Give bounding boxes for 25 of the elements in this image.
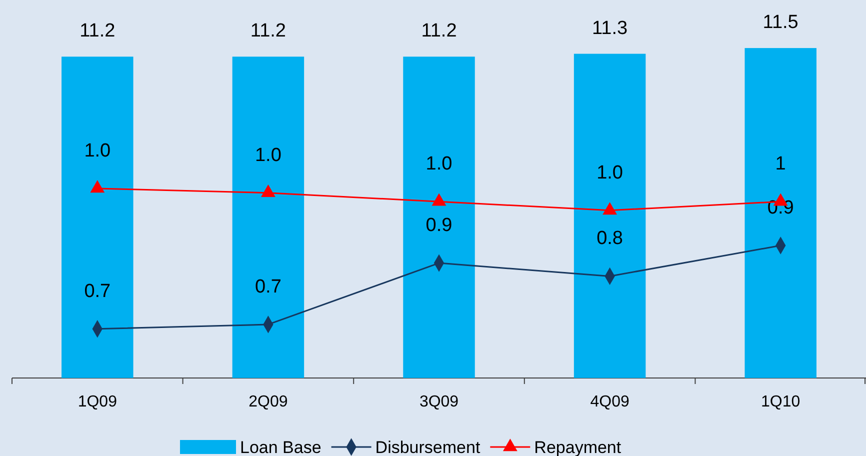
x-tick-label: 1Q10 — [761, 394, 800, 411]
x-tick-label: 3Q09 — [419, 394, 459, 411]
data-label: 11.5 — [762, 12, 798, 34]
data-label: 11.2 — [421, 20, 457, 42]
data-label: 0.7 — [84, 280, 111, 302]
data-label: 1.0 — [596, 162, 624, 184]
data-label: 11.2 — [250, 20, 286, 42]
data-label: 1 — [775, 154, 786, 175]
data-label: 1.0 — [254, 144, 282, 166]
data-label: 11.2 — [80, 20, 116, 42]
data-label: 0.7 — [254, 276, 282, 298]
x-tick-label: 4Q09 — [590, 394, 630, 411]
data-label: 1.0 — [84, 140, 111, 162]
point — [90, 180, 105, 193]
point — [602, 202, 618, 215]
point — [260, 184, 276, 198]
point — [432, 193, 446, 206]
x-tick-label: 1Q09 — [78, 394, 118, 411]
legend-label: Disbursement — [375, 438, 480, 456]
data-label: 11.3 — [592, 18, 628, 39]
data-label: 0.9 — [426, 215, 452, 236]
legend-label: Loan Base — [240, 438, 322, 456]
x-tick-label: 2Q09 — [248, 394, 288, 411]
data-label: 1.0 — [426, 154, 452, 175]
data-label: 0.8 — [596, 228, 624, 250]
